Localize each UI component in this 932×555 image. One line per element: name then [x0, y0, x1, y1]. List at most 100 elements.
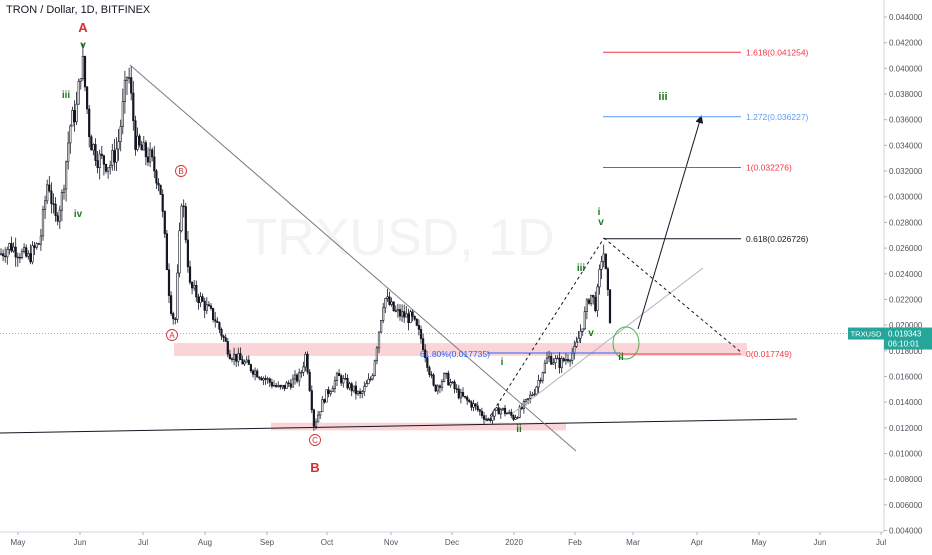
price-tick-label: 0.040000 [889, 64, 923, 73]
support-trendline [0, 418, 798, 434]
price-tick-label: 0.032000 [889, 167, 923, 176]
candle-body [394, 310, 397, 312]
candle-body [239, 353, 242, 360]
candle-body [184, 206, 187, 241]
price-tick-label: 0.030000 [889, 193, 923, 202]
candle-body [172, 313, 175, 320]
candle-body [419, 329, 423, 339]
candle-body [543, 362, 546, 373]
candle-body [495, 407, 498, 411]
candle-body [121, 101, 124, 127]
time-tick-label: Mar [626, 538, 640, 547]
wave-label: iii [62, 90, 71, 101]
candle-body [587, 299, 591, 304]
candle-body [117, 141, 120, 150]
candle-body [331, 388, 334, 392]
candle-body [12, 246, 15, 252]
candle-body [254, 370, 257, 375]
fib-level-label: 0.618(0.026726) [746, 234, 809, 244]
candle-body [375, 347, 379, 362]
candle-body [195, 284, 198, 298]
candle-body [1, 253, 5, 257]
candle-body [478, 409, 481, 412]
candle-body [550, 356, 553, 365]
time-tick-label: Jun [74, 538, 87, 547]
candle-body [377, 331, 381, 349]
candle-body [592, 294, 595, 298]
candle-body [524, 399, 528, 402]
candle-body [585, 299, 588, 312]
wave-label: C [312, 436, 318, 445]
candle-body [335, 373, 339, 381]
candle-body [365, 383, 368, 387]
candle-body [463, 395, 467, 398]
candle-body [31, 245, 34, 263]
candle-body [300, 372, 303, 374]
candle-body [503, 407, 507, 414]
candle-body [484, 418, 488, 421]
candle-body [285, 382, 288, 389]
chart-title: TRON / Dollar, 1D, BITFINEX [6, 4, 151, 16]
candle-body [453, 381, 456, 389]
candle-body [50, 190, 53, 204]
candle-body [552, 362, 555, 365]
candle-body [346, 377, 349, 389]
time-tick-label: Sep [260, 538, 275, 547]
candle-body [432, 374, 435, 386]
candle-body [358, 391, 362, 394]
price-tick-label: 0.024000 [889, 270, 923, 279]
candle-body [440, 381, 444, 388]
candle-body [598, 269, 601, 288]
candle-body [329, 391, 332, 395]
candle-body [541, 372, 544, 381]
candle-body [575, 341, 578, 347]
candle-body [310, 390, 313, 411]
candle-body [514, 417, 517, 420]
price-tick-label: 0.020000 [889, 321, 923, 330]
candle-body [472, 403, 475, 408]
price-tick-label: 0.010000 [889, 449, 923, 458]
candle-body [293, 374, 297, 380]
candle-body [369, 378, 372, 381]
candle-body [281, 384, 284, 388]
wave-label: iii [577, 263, 586, 274]
wave-projection-line [486, 237, 605, 422]
price-tick-label: 0.012000 [889, 424, 923, 433]
wave-label: iv [74, 209, 83, 220]
candle-body [60, 192, 63, 211]
candle-body [157, 182, 160, 186]
candle-body [545, 357, 549, 364]
candle-body [436, 385, 439, 392]
candle-body [149, 149, 152, 163]
candle-body [266, 378, 269, 380]
candle-body [608, 289, 612, 323]
candle-body [571, 353, 574, 361]
candle-body [94, 144, 97, 161]
wave-label-circle [175, 165, 187, 177]
price-tick-label: 0.022000 [889, 295, 923, 304]
candle-body [388, 296, 391, 305]
price-tick-label: 0.006000 [889, 501, 923, 510]
projection-arrow [637, 115, 704, 330]
wave-projection-line [603, 237, 743, 354]
candle-body [226, 341, 229, 355]
candle-body [539, 379, 542, 382]
time-tick-label: Aug [198, 538, 212, 547]
candle-body [142, 142, 145, 151]
candle-body [367, 378, 370, 384]
candle-body [0, 253, 3, 255]
candle-body [10, 243, 13, 252]
retracement-label: 61.80%(0.017735) [420, 349, 490, 359]
wave-label: ii [618, 352, 624, 363]
candle-body [314, 421, 318, 427]
candle-body [180, 205, 183, 232]
candle-body [113, 150, 116, 163]
wave-label: iii [658, 91, 667, 103]
candle-body [461, 392, 465, 397]
candle-body [398, 309, 402, 317]
candle-body [134, 120, 137, 150]
candle-body [140, 144, 143, 151]
price-tick-label: 0.004000 [889, 527, 923, 536]
fib-level-label: 1.272(0.036227) [746, 112, 809, 122]
